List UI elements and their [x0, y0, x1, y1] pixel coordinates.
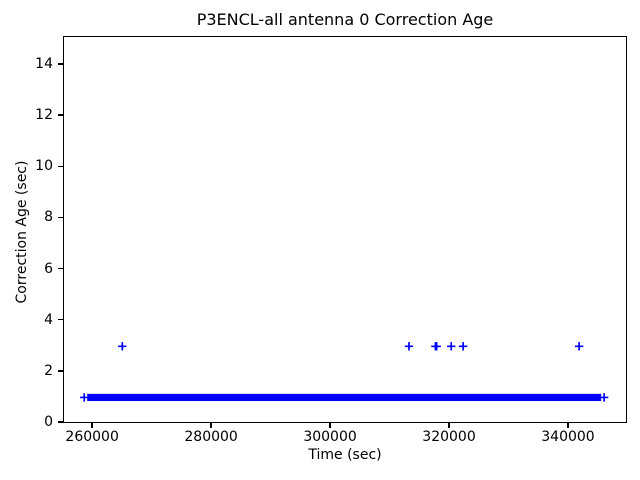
plus-marker: [458, 342, 468, 351]
plus-marker: [118, 342, 127, 351]
y-tick-label: 8: [44, 209, 53, 226]
y-tick-label: 12: [35, 107, 53, 124]
x-tick-mark: [448, 423, 450, 428]
x-tick-label: 260000: [65, 429, 119, 445]
x-tick-label: 300000: [303, 429, 357, 445]
y-tick-mark: [58, 165, 63, 168]
x-tick-label: 340000: [541, 429, 595, 445]
y-tick-mark: [58, 216, 63, 219]
y-axis-label-text: Correction Age (sec): [14, 160, 30, 304]
scatter-series-svg: [80, 342, 609, 402]
y-tick-mark: [58, 370, 63, 372]
y-tick-mark: [58, 318, 63, 321]
x-tick-label: 280000: [184, 429, 238, 445]
y-tick-mark: [58, 114, 63, 116]
chart-title: P3ENCL-all antenna 0 Correction Age: [196, 10, 494, 29]
x-tick-label: 320000: [422, 429, 476, 445]
x-tick-mark: [210, 423, 212, 428]
y-tick-label: 4: [44, 311, 53, 328]
y-tick-mark: [58, 421, 63, 423]
y-tick-label: 0: [44, 414, 53, 430]
y-tick-label: 6: [44, 260, 53, 277]
x-tick-mark: [91, 423, 93, 428]
x-tick-mark: [329, 423, 331, 428]
y-tick-mark: [58, 267, 63, 270]
plus-marker: [599, 393, 609, 402]
plus-marker: [80, 393, 89, 402]
y-tick-label: 10: [35, 158, 53, 175]
x-tick-mark: [567, 423, 569, 428]
plot-area: [63, 36, 627, 423]
dense-marker-band: [87, 393, 602, 402]
plus-marker: [432, 342, 441, 351]
y-tick-mark: [58, 63, 63, 65]
x-axis-label: Time (sec): [308, 447, 382, 463]
y-tick-label: 14: [35, 56, 53, 73]
plus-marker: [574, 342, 584, 351]
plus-marker: [404, 342, 414, 351]
y-tick-label: 2: [44, 362, 53, 379]
plus-marker: [447, 342, 456, 351]
